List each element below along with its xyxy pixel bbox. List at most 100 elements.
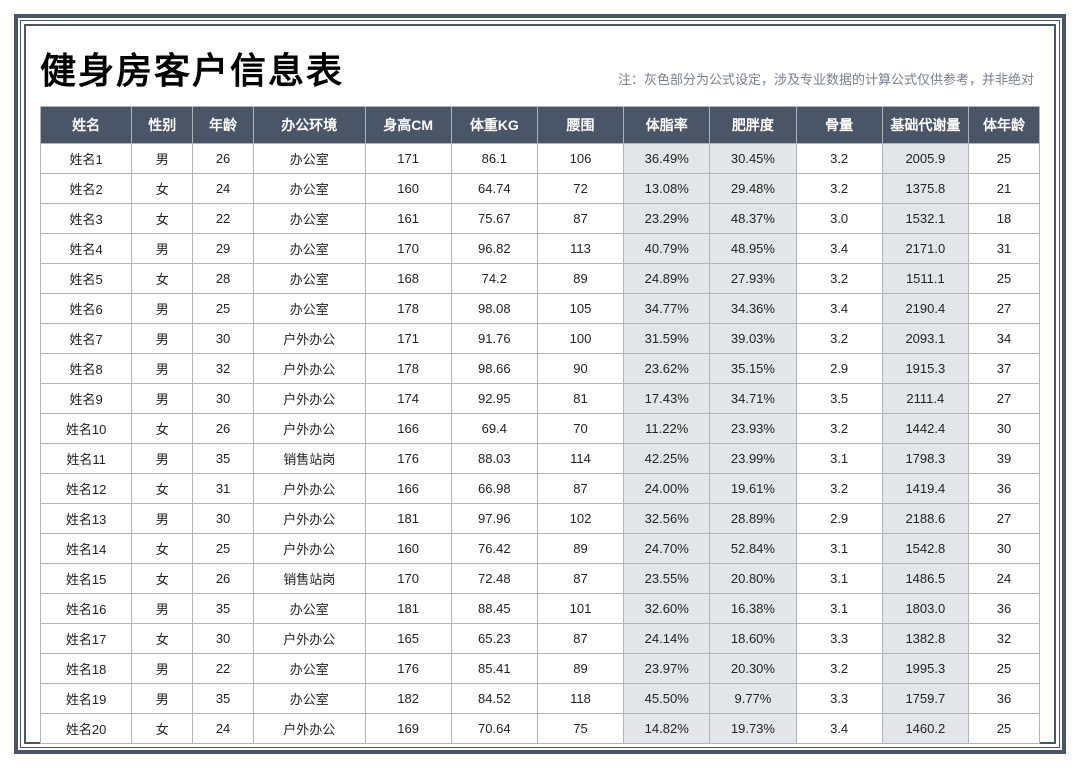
table-cell: 22 <box>193 204 254 234</box>
table-cell: 3.4 <box>796 714 882 744</box>
table-cell: 姓名11 <box>41 444 132 474</box>
outer-frame: 健身房客户信息表 注：灰色部分为公式设定，涉及专业数据的计算公式仅供参考，并非绝… <box>14 14 1066 754</box>
table-cell: 169 <box>365 714 451 744</box>
table-cell: 32.60% <box>624 594 710 624</box>
table-cell: 姓名20 <box>41 714 132 744</box>
table-cell: 35 <box>193 684 254 714</box>
column-header: 年龄 <box>193 107 254 144</box>
table-cell: 170 <box>365 234 451 264</box>
table-row: 姓名20女24户外办公16970.647514.82%19.73%3.41460… <box>41 714 1040 744</box>
table-cell: 女 <box>132 414 193 444</box>
table-cell: 姓名16 <box>41 594 132 624</box>
table-cell: 23.62% <box>624 354 710 384</box>
table-cell: 27 <box>968 384 1039 414</box>
column-header: 体年龄 <box>968 107 1039 144</box>
table-row: 姓名9男30户外办公17492.958117.43%34.71%3.52111.… <box>41 384 1040 414</box>
table-cell: 男 <box>132 384 193 414</box>
table-cell: 16.38% <box>710 594 796 624</box>
table-cell: 22 <box>193 654 254 684</box>
table-cell: 178 <box>365 354 451 384</box>
table-cell: 30 <box>193 384 254 414</box>
table-cell: 户外办公 <box>253 624 365 654</box>
table-cell: 姓名9 <box>41 384 132 414</box>
page-title: 健身房客户信息表 <box>40 42 344 94</box>
table-cell: 160 <box>365 174 451 204</box>
header-row: 健身房客户信息表 注：灰色部分为公式设定，涉及专业数据的计算公式仅供参考，并非绝… <box>40 36 1040 106</box>
table-cell: 24.14% <box>624 624 710 654</box>
table-cell: 办公室 <box>253 654 365 684</box>
column-header: 体重KG <box>451 107 537 144</box>
table-row: 姓名13男30户外办公18197.9610232.56%28.89%2.9218… <box>41 504 1040 534</box>
table-cell: 30 <box>193 504 254 534</box>
table-cell: 34.71% <box>710 384 796 414</box>
table-cell: 75 <box>537 714 623 744</box>
table-cell: 姓名18 <box>41 654 132 684</box>
table-cell: 女 <box>132 474 193 504</box>
table-cell: 2190.4 <box>882 294 968 324</box>
table-cell: 72.48 <box>451 564 537 594</box>
table-cell: 办公室 <box>253 204 365 234</box>
table-cell: 36 <box>968 684 1039 714</box>
column-header: 体脂率 <box>624 107 710 144</box>
table-cell: 101 <box>537 594 623 624</box>
content-frame: 健身房客户信息表 注：灰色部分为公式设定，涉及专业数据的计算公式仅供参考，并非绝… <box>24 24 1056 744</box>
table-cell: 64.74 <box>451 174 537 204</box>
table-cell: 24 <box>193 174 254 204</box>
table-cell: 户外办公 <box>253 354 365 384</box>
table-cell: 23.97% <box>624 654 710 684</box>
table-cell: 76.42 <box>451 534 537 564</box>
table-cell: 35 <box>193 444 254 474</box>
table-cell: 90 <box>537 354 623 384</box>
table-cell: 3.2 <box>796 324 882 354</box>
table-cell: 31 <box>968 234 1039 264</box>
table-row: 姓名5女28办公室16874.28924.89%27.93%3.21511.12… <box>41 264 1040 294</box>
table-cell: 69.4 <box>451 414 537 444</box>
table-cell: 40.79% <box>624 234 710 264</box>
table-cell: 98.08 <box>451 294 537 324</box>
table-cell: 37 <box>968 354 1039 384</box>
table-cell: 178 <box>365 294 451 324</box>
table-cell: 17.43% <box>624 384 710 414</box>
table-cell: 29.48% <box>710 174 796 204</box>
table-cell: 32 <box>193 354 254 384</box>
table-cell: 户外办公 <box>253 534 365 564</box>
table-cell: 1375.8 <box>882 174 968 204</box>
table-row: 姓名1男26办公室17186.110636.49%30.45%3.22005.9… <box>41 144 1040 174</box>
table-cell: 19.73% <box>710 714 796 744</box>
table-cell: 118 <box>537 684 623 714</box>
table-cell: 姓名1 <box>41 144 132 174</box>
table-cell: 男 <box>132 684 193 714</box>
table-cell: 姓名17 <box>41 624 132 654</box>
table-row: 姓名17女30户外办公16565.238724.14%18.60%3.31382… <box>41 624 1040 654</box>
table-cell: 34.36% <box>710 294 796 324</box>
table-cell: 姓名14 <box>41 534 132 564</box>
table-cell: 2.9 <box>796 354 882 384</box>
table-cell: 174 <box>365 384 451 414</box>
table-cell: 89 <box>537 654 623 684</box>
table-cell: 52.84% <box>710 534 796 564</box>
table-cell: 1442.4 <box>882 414 968 444</box>
table-cell: 24 <box>193 714 254 744</box>
table-cell: 男 <box>132 444 193 474</box>
table-row: 姓名11男35销售站岗17688.0311442.25%23.99%3.1179… <box>41 444 1040 474</box>
table-cell: 3.2 <box>796 474 882 504</box>
table-cell: 1486.5 <box>882 564 968 594</box>
table-cell: 女 <box>132 204 193 234</box>
table-cell: 89 <box>537 534 623 564</box>
table-cell: 45.50% <box>624 684 710 714</box>
table-row: 姓名10女26户外办公16669.47011.22%23.93%3.21442.… <box>41 414 1040 444</box>
table-cell: 160 <box>365 534 451 564</box>
table-cell: 办公室 <box>253 594 365 624</box>
table-cell: 销售站岗 <box>253 564 365 594</box>
table-cell: 25 <box>968 144 1039 174</box>
table-cell: 105 <box>537 294 623 324</box>
table-cell: 34 <box>968 324 1039 354</box>
table-cell: 3.1 <box>796 564 882 594</box>
table-cell: 24.00% <box>624 474 710 504</box>
table-cell: 48.37% <box>710 204 796 234</box>
table-cell: 36.49% <box>624 144 710 174</box>
table-cell: 姓名4 <box>41 234 132 264</box>
table-cell: 2005.9 <box>882 144 968 174</box>
table-cell: 26 <box>193 414 254 444</box>
table-cell: 销售站岗 <box>253 444 365 474</box>
